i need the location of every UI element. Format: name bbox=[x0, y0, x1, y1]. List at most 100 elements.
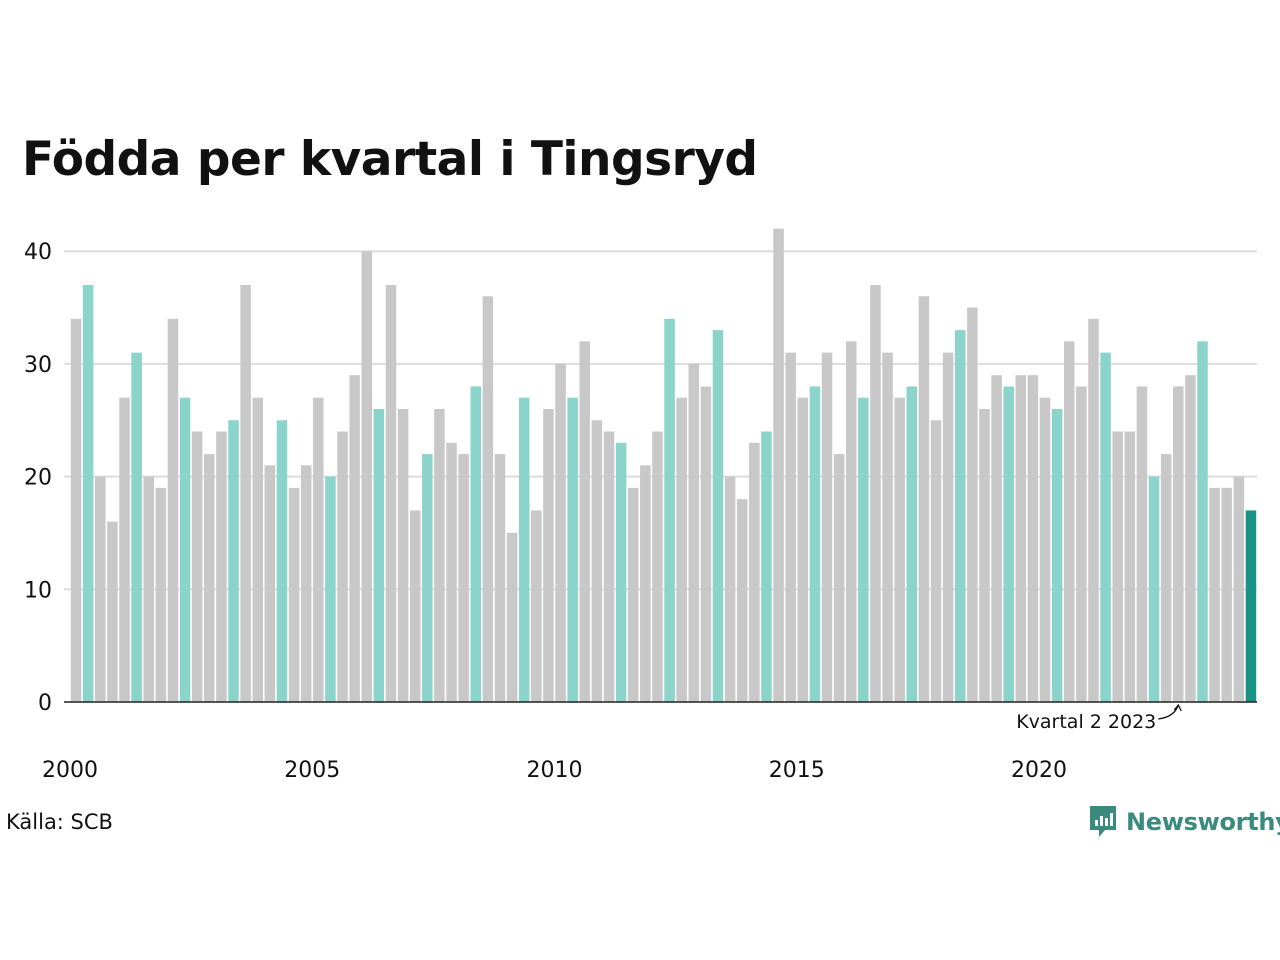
bar bbox=[797, 397, 809, 702]
x-tick-label: 2010 bbox=[526, 758, 582, 783]
bar bbox=[1100, 352, 1111, 702]
bar bbox=[591, 420, 603, 702]
bar bbox=[761, 431, 772, 702]
bar bbox=[216, 431, 227, 702]
bar bbox=[712, 330, 724, 702]
bar bbox=[361, 251, 372, 702]
bar bbox=[446, 442, 457, 702]
bar bbox=[1197, 341, 1208, 702]
bar bbox=[300, 465, 312, 702]
chart-title: Födda per kvartal i Tingsryd bbox=[22, 132, 758, 187]
bar bbox=[906, 386, 918, 702]
bar bbox=[518, 397, 530, 702]
bar bbox=[1112, 431, 1123, 702]
bar bbox=[337, 431, 348, 702]
bar bbox=[1088, 318, 1099, 702]
latest-annotation: Kvartal 2 2023 bbox=[1016, 703, 1182, 733]
bar bbox=[942, 352, 954, 702]
bar bbox=[664, 318, 675, 702]
bar bbox=[179, 397, 191, 702]
bar bbox=[773, 228, 784, 702]
bar bbox=[1160, 454, 1172, 702]
y-tick-label: 20 bbox=[24, 466, 52, 491]
bar bbox=[167, 318, 179, 702]
annotation-label: Kvartal 2 2023 bbox=[1016, 711, 1156, 733]
y-axis-ticks: 0 10 20 30 40 bbox=[24, 240, 52, 716]
bar bbox=[1221, 487, 1232, 702]
bar bbox=[1027, 375, 1039, 702]
x-tick-label: 2015 bbox=[769, 758, 825, 783]
bar bbox=[979, 408, 990, 702]
bar bbox=[191, 431, 203, 702]
bar bbox=[858, 397, 869, 702]
bar bbox=[385, 285, 397, 702]
bar bbox=[506, 532, 518, 702]
bar bbox=[1148, 476, 1160, 702]
bar bbox=[1136, 386, 1148, 702]
bar bbox=[1233, 476, 1245, 702]
bar bbox=[700, 386, 712, 702]
bar bbox=[749, 442, 760, 702]
y-tick-label: 0 bbox=[38, 691, 52, 716]
bars bbox=[70, 228, 1257, 702]
y-tick-label: 10 bbox=[24, 578, 52, 603]
source-note: Källa: SCB bbox=[6, 810, 113, 834]
y-tick-label: 30 bbox=[24, 353, 52, 378]
bar bbox=[276, 420, 288, 702]
bar bbox=[155, 487, 167, 702]
x-tick-label: 2000 bbox=[42, 758, 98, 783]
bar bbox=[918, 296, 930, 702]
bar bbox=[833, 454, 845, 702]
bar bbox=[482, 296, 494, 702]
bar-chart: 0 10 20 30 40 2000 2005 2010 2015 2020 Kvartal 2… bbox=[24, 228, 1257, 783]
bar bbox=[397, 408, 409, 702]
bar bbox=[531, 510, 542, 702]
bar bbox=[627, 487, 639, 702]
bar bbox=[494, 454, 506, 702]
bar bbox=[422, 454, 433, 702]
bar bbox=[349, 375, 360, 702]
bar bbox=[785, 352, 796, 702]
bar bbox=[252, 397, 263, 702]
bar bbox=[1173, 386, 1184, 702]
bar bbox=[967, 307, 978, 702]
bar bbox=[724, 476, 736, 702]
bar bbox=[821, 352, 833, 702]
bar bbox=[228, 420, 239, 702]
bar bbox=[543, 408, 554, 702]
bar bbox=[991, 375, 1002, 702]
x-tick-label: 2005 bbox=[284, 758, 340, 783]
bar bbox=[288, 487, 300, 702]
annotation-arrow bbox=[1158, 703, 1182, 720]
bar bbox=[70, 318, 82, 702]
brand-name: Newsworthy bbox=[1126, 808, 1280, 836]
bar bbox=[809, 386, 821, 702]
bar bbox=[240, 285, 251, 702]
bar bbox=[409, 510, 421, 702]
bar bbox=[1185, 375, 1196, 702]
x-axis-ticks: 2000 2005 2010 2015 2020 bbox=[42, 758, 1067, 783]
bar bbox=[870, 285, 881, 702]
bar bbox=[264, 465, 276, 702]
newsworthy-logo-icon bbox=[1090, 806, 1116, 837]
bar bbox=[579, 341, 591, 702]
bar bbox=[143, 476, 154, 702]
bar bbox=[676, 397, 687, 702]
bar bbox=[1039, 397, 1051, 702]
bar bbox=[373, 408, 385, 702]
brand-logo: Newsworthy bbox=[1088, 804, 1280, 840]
bar bbox=[1003, 386, 1014, 702]
bar bbox=[615, 442, 627, 702]
bar bbox=[434, 408, 445, 702]
bar bbox=[470, 386, 482, 702]
bar bbox=[1051, 408, 1063, 702]
bar bbox=[1064, 341, 1075, 702]
bar bbox=[930, 420, 942, 702]
bar bbox=[1209, 487, 1220, 702]
bar bbox=[640, 465, 651, 702]
bar bbox=[1076, 386, 1087, 702]
bar bbox=[1124, 431, 1136, 702]
bar bbox=[954, 330, 966, 702]
bar bbox=[736, 499, 748, 702]
bar bbox=[894, 397, 905, 702]
